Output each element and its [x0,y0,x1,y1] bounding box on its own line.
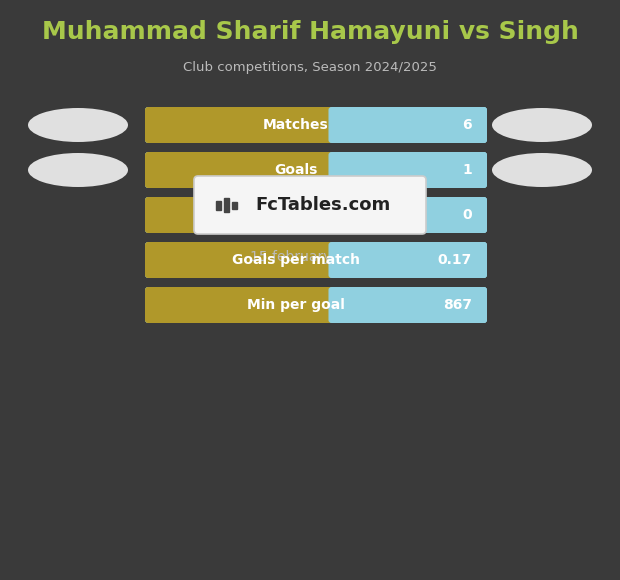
Text: Min per goal: Min per goal [247,298,345,312]
FancyBboxPatch shape [145,152,343,188]
Ellipse shape [492,153,592,187]
Text: 867: 867 [443,298,472,312]
Text: 15 february 2025: 15 february 2025 [250,250,370,264]
Text: 6: 6 [463,118,472,132]
Text: Matches: Matches [263,118,329,132]
Text: FcTables.com: FcTables.com [255,196,391,214]
FancyBboxPatch shape [329,107,487,143]
FancyBboxPatch shape [329,152,487,188]
FancyBboxPatch shape [329,242,487,278]
Text: Muhammad Sharif Hamayuni vs Singh: Muhammad Sharif Hamayuni vs Singh [42,20,578,44]
FancyBboxPatch shape [329,287,487,323]
Ellipse shape [492,108,592,142]
Ellipse shape [28,153,128,187]
FancyBboxPatch shape [145,242,487,278]
Text: Club competitions, Season 2024/2025: Club competitions, Season 2024/2025 [183,61,437,74]
FancyBboxPatch shape [329,197,487,233]
Text: 0.17: 0.17 [438,253,472,267]
FancyBboxPatch shape [145,197,487,233]
FancyBboxPatch shape [145,242,343,278]
Bar [216,201,221,209]
Text: Goals: Goals [274,163,317,177]
Bar [232,201,237,208]
Ellipse shape [28,108,128,142]
FancyBboxPatch shape [145,287,343,323]
FancyBboxPatch shape [145,152,487,188]
FancyBboxPatch shape [145,107,343,143]
FancyBboxPatch shape [145,197,343,233]
Text: 1: 1 [463,163,472,177]
FancyBboxPatch shape [145,107,487,143]
FancyBboxPatch shape [194,176,426,234]
Text: 0: 0 [463,208,472,222]
FancyBboxPatch shape [145,287,487,323]
Text: Goals per match: Goals per match [232,253,360,267]
Text: Hattricks: Hattricks [260,208,332,222]
Bar [224,198,229,212]
